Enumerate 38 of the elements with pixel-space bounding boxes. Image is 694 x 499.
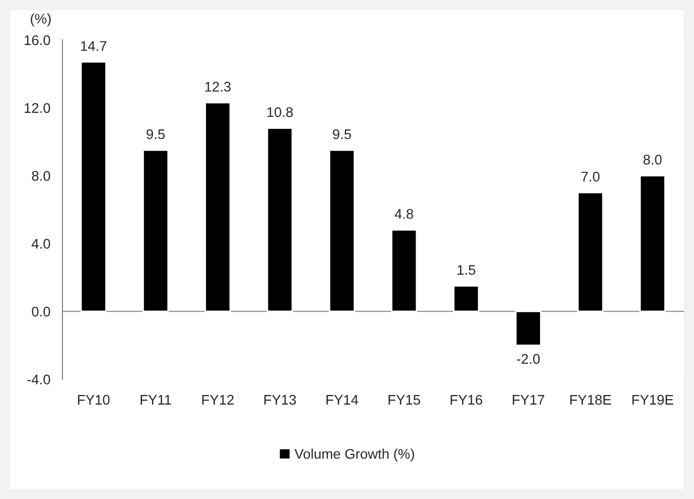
y-axis-title: (%): [30, 13, 51, 26]
bar: [204, 102, 231, 312]
text: 8.0: [643, 154, 662, 165]
bar: [142, 150, 169, 312]
y-tick-label: -4.0: [27, 374, 50, 384]
bar: [453, 285, 480, 312]
text: 10.8: [267, 107, 293, 118]
bar: [390, 229, 418, 312]
bar: [328, 150, 356, 312]
text: 9.5: [146, 129, 165, 140]
bar: [515, 310, 542, 346]
x-tick-label: FY16: [450, 394, 482, 405]
text: 4.8: [394, 209, 414, 219]
text: -2.0: [516, 354, 540, 364]
x-tick-label: FY18E: [570, 394, 612, 405]
x-tick-label: FY15: [388, 395, 420, 405]
legend-label: Volume Growth (%): [294, 448, 414, 462]
y-tick-label: 12.0: [24, 103, 50, 113]
bar: [266, 127, 293, 312]
text: 7.0: [581, 172, 600, 182]
x-tick-label: FY19E: [632, 394, 674, 405]
x-tick-label: FY14: [326, 395, 358, 405]
text: 12.3: [205, 82, 231, 92]
x-tick-label: FY10: [78, 394, 110, 405]
x-tick-label: FY13: [264, 394, 296, 405]
y-tick-label: 0.0: [32, 306, 50, 317]
bar: [639, 174, 666, 312]
y-tick-label: 8.0: [32, 170, 50, 181]
y-tick-label: 4.0: [32, 238, 50, 249]
text: 1.5: [458, 265, 476, 275]
text: 14.7: [81, 41, 106, 51]
y-tick-label: 16.0: [24, 35, 50, 46]
x-tick-label: FY11: [140, 395, 172, 405]
x-tick-label: FY17: [512, 395, 544, 405]
x-tick-label: FY12: [202, 394, 234, 405]
bar: [577, 192, 604, 312]
bar: [80, 61, 107, 312]
text: 9.5: [332, 129, 352, 140]
